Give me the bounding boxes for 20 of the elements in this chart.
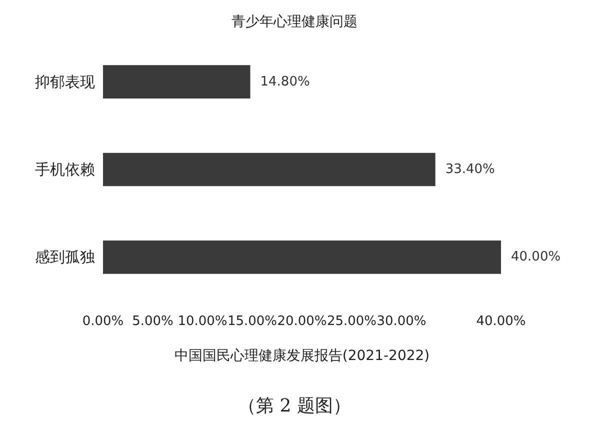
x-tick-label: 25.00% [326,314,377,329]
bar [103,152,436,186]
x-axis-title: 中国国民心理健康发展报告(2021-2022) [174,348,430,364]
x-tick-label: 20.00% [277,314,327,329]
y-tick-label: 抑郁表现 [35,72,95,91]
y-tick-label: 手机依赖 [35,160,95,178]
x-tick-label: 30.00% [376,314,426,329]
x-tick-label: 5.00% [132,314,174,329]
data-label: 14.80% [260,74,310,90]
y-tick-label: 感到孤独 [35,248,95,266]
x-tick-label: 15.00% [227,314,278,329]
x-tick-label: 0.00% [82,314,124,329]
bar [103,240,501,274]
x-tick-label: 10.00% [178,314,228,329]
text: （第 2 题图） [238,396,351,416]
data-label: 40.00% [511,250,561,265]
x-tick-label: 40.00% [476,314,526,329]
data-label: 33.40% [445,162,495,177]
bar [103,65,250,98]
chart-title: 青少年心理健康问题 [232,14,358,30]
